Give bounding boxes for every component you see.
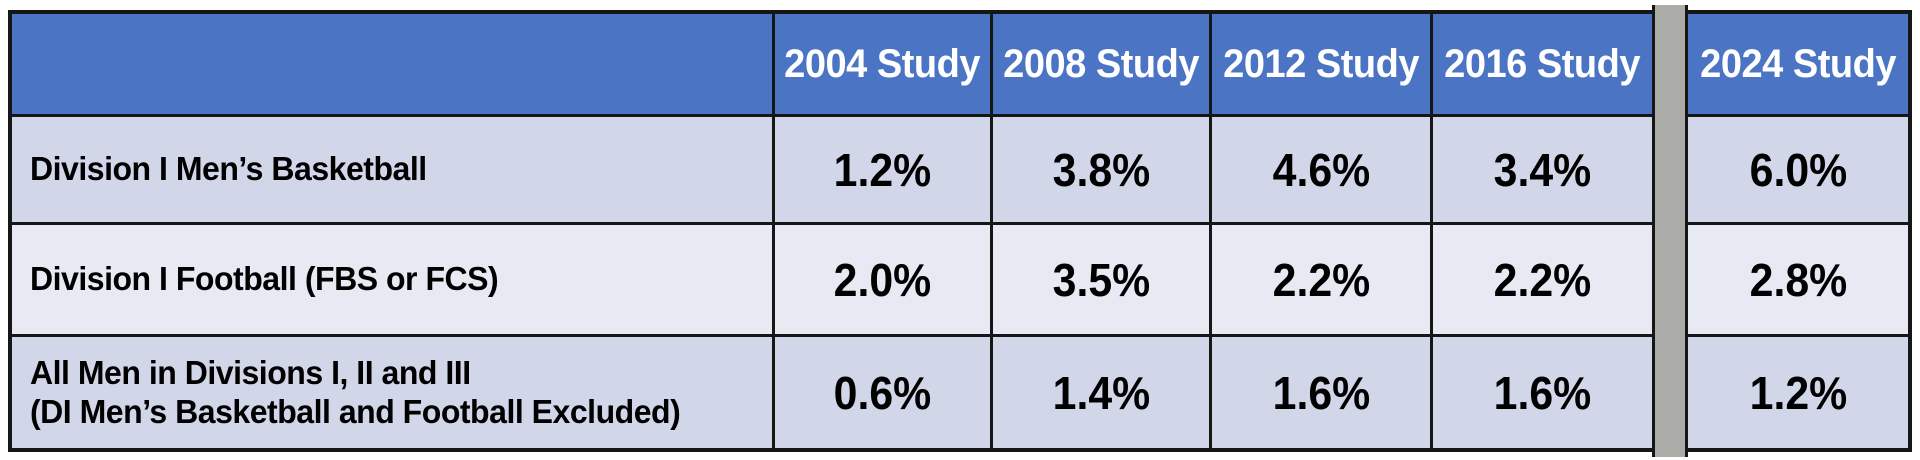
value-cell-football-2012: 2.2% bbox=[1212, 225, 1433, 337]
row-label-division-i-football: Division I Football (FBS or FCS) bbox=[12, 225, 775, 337]
row-label-text: Division I Football (FBS or FCS) bbox=[30, 260, 499, 298]
value-cell-football-2008: 3.5% bbox=[993, 225, 1212, 337]
col-header-2024-study: 2024 Study bbox=[1688, 14, 1908, 117]
value-text: 1.2% bbox=[833, 143, 932, 196]
col-header-label: 2016 Study bbox=[1444, 41, 1641, 86]
value-cell-basketball-2008: 3.8% bbox=[993, 117, 1212, 225]
value-text: 1.4% bbox=[1052, 366, 1150, 419]
value-cell-allmen-2004: 0.6% bbox=[775, 337, 993, 448]
col-header-2016-study: 2016 Study bbox=[1433, 14, 1655, 117]
value-cell-allmen-2008: 1.4% bbox=[993, 337, 1212, 448]
row-label-division-i-mens-basketball: Division I Men’s Basketball bbox=[12, 117, 775, 225]
value-cell-allmen-2016: 1.6% bbox=[1433, 337, 1655, 448]
row-label-text: Division I Men’s Basketball bbox=[30, 150, 427, 188]
col-header-label: 2024 Study bbox=[1700, 41, 1896, 86]
value-text: 1.6% bbox=[1272, 366, 1370, 419]
col-header-2008-study: 2008 Study bbox=[993, 14, 1212, 117]
value-cell-basketball-2004: 1.2% bbox=[775, 117, 993, 225]
row-label-text: All Men in Divisions I, II and III (DI M… bbox=[30, 353, 681, 432]
value-cell-football-2024: 2.8% bbox=[1688, 225, 1908, 337]
value-text: 6.0% bbox=[1749, 143, 1847, 196]
value-text: 2.0% bbox=[833, 253, 932, 306]
value-text: 3.8% bbox=[1052, 143, 1150, 196]
value-cell-allmen-2024: 1.2% bbox=[1688, 337, 1908, 448]
col-header-label: 2004 Study bbox=[784, 41, 981, 86]
value-cell-basketball-2024: 6.0% bbox=[1688, 117, 1908, 225]
value-text: 1.2% bbox=[1749, 366, 1847, 419]
value-text: 1.6% bbox=[1493, 366, 1592, 419]
value-text: 3.4% bbox=[1493, 143, 1592, 196]
divider-strip bbox=[1652, 5, 1688, 457]
corner-header-cell bbox=[12, 14, 775, 117]
col-header-2012-study: 2012 Study bbox=[1212, 14, 1433, 117]
value-text: 2.8% bbox=[1749, 253, 1847, 306]
value-cell-football-2016: 2.2% bbox=[1433, 225, 1655, 337]
value-text: 2.2% bbox=[1272, 253, 1370, 306]
value-cell-basketball-2012: 4.6% bbox=[1212, 117, 1433, 225]
study-comparison-table: 2004 Study 2008 Study 2012 Study 2016 St… bbox=[8, 5, 1912, 457]
col-header-label: 2012 Study bbox=[1223, 41, 1419, 86]
value-text: 3.5% bbox=[1052, 253, 1150, 306]
value-text: 4.6% bbox=[1272, 143, 1370, 196]
value-cell-football-2004: 2.0% bbox=[775, 225, 993, 337]
value-text: 2.2% bbox=[1493, 253, 1592, 306]
value-cell-basketball-2016: 3.4% bbox=[1433, 117, 1655, 225]
row-label-all-men-divisions: All Men in Divisions I, II and III (DI M… bbox=[12, 337, 775, 448]
value-cell-allmen-2012: 1.6% bbox=[1212, 337, 1433, 448]
col-header-label: 2008 Study bbox=[1003, 41, 1199, 86]
col-header-2004-study: 2004 Study bbox=[775, 14, 993, 117]
value-text: 0.6% bbox=[833, 366, 932, 419]
row-label-line1: All Men in Divisions I, II and III bbox=[30, 353, 471, 391]
row-label-line2: (DI Men’s Basketball and Football Exclud… bbox=[30, 392, 681, 430]
